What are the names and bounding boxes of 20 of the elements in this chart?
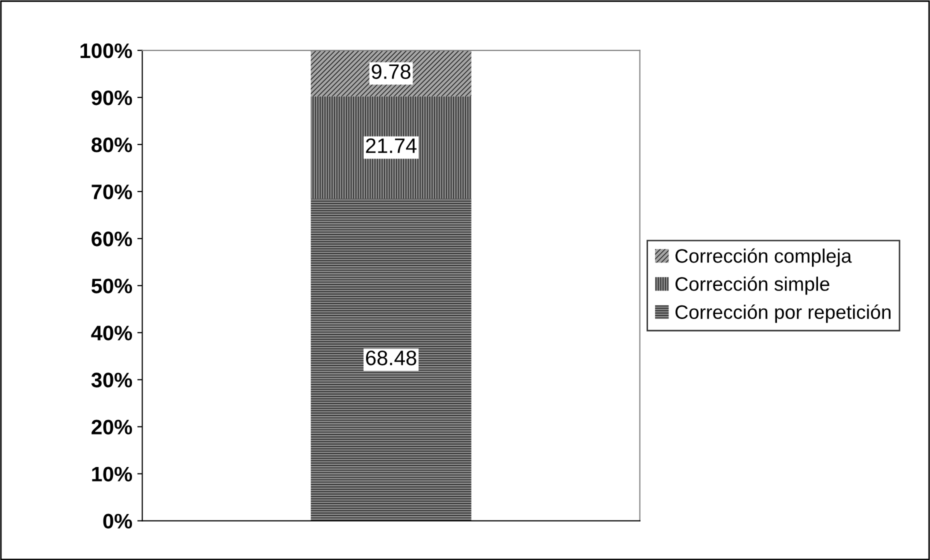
legend-label: Corrección por repetición <box>676 304 890 323</box>
y-tick-label: 10% <box>92 466 132 482</box>
y-tick-label: 70% <box>92 184 132 200</box>
legend-label: Corrección simple <box>676 276 830 295</box>
y-tick-label: 60% <box>92 232 132 246</box>
y-tick-label: 20% <box>92 420 132 434</box>
data-label: 21.74 <box>366 138 417 153</box>
bar <box>310 198 472 521</box>
data-label: 68.48 <box>366 350 416 366</box>
bar <box>310 50 472 96</box>
y-tick-label: 90% <box>92 90 132 106</box>
data-label: 9.78 <box>372 64 410 79</box>
legend-label: Corrección compleja <box>676 248 852 267</box>
y-tick-label: 80% <box>92 137 132 152</box>
y-tick-label: 0% <box>103 514 132 529</box>
y-tick-label: 50% <box>92 278 132 294</box>
y-tick-label: 40% <box>91 326 132 340</box>
bar <box>310 96 472 199</box>
y-tick-label: 100% <box>80 43 132 58</box>
y-tick-label: 30% <box>91 372 132 388</box>
